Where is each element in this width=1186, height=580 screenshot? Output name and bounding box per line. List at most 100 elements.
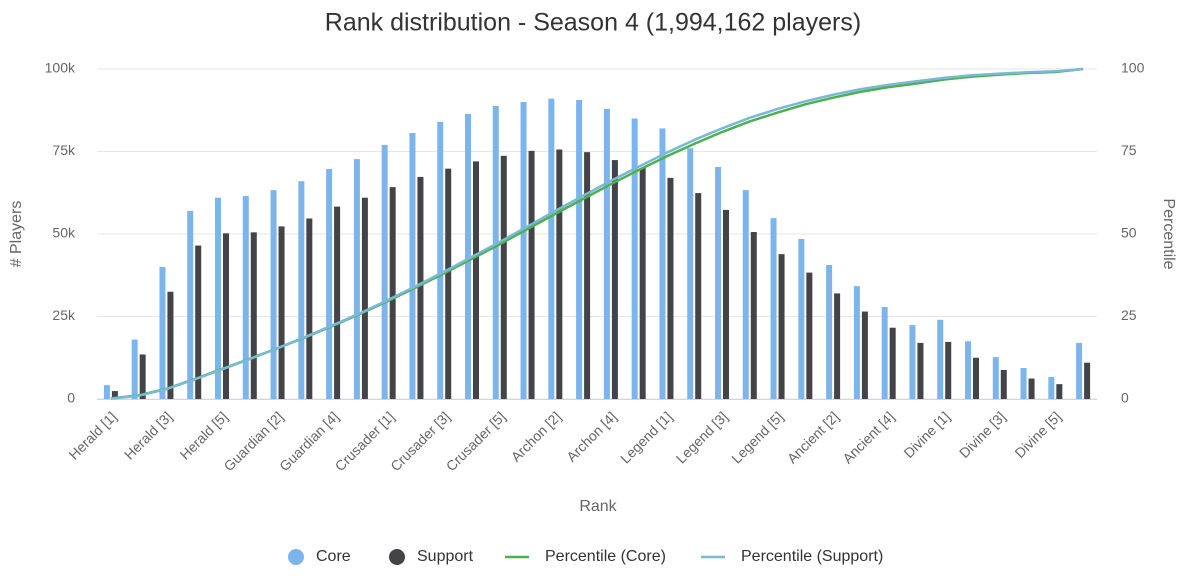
x-tick-label: Archon [2] [508,408,564,464]
bar [973,357,979,399]
x-tick-label: Divine [1] [900,408,953,461]
bar [111,391,118,399]
bar [131,339,138,399]
bar [103,385,110,399]
y-tick-label: 75k [52,142,76,158]
y2-tick-label: 0 [1121,390,1129,406]
x-tick-label: Legend [1] [617,408,675,466]
x-tick-label: Divine [3] [956,408,1009,461]
bar [889,327,896,399]
bar [965,341,971,399]
y2-tick-label: 25 [1121,307,1137,323]
legend-swatch [389,549,405,565]
bar [992,357,999,399]
legend-label: Core [316,548,351,565]
bar [631,118,638,399]
bar [861,311,868,399]
bar [528,150,535,399]
bar [659,128,666,399]
bar [715,167,721,399]
bar [667,177,674,399]
bar [1020,367,1027,399]
bar [437,121,444,400]
x-tick-label: Crusader [5] [443,408,509,474]
bar [695,193,702,399]
bar [548,98,555,399]
x-tick-label: Legend [3] [673,408,731,466]
bar [409,133,416,399]
bar [250,232,257,399]
legend-label: Percentile (Core) [545,548,666,565]
chart-title: Rank distribution - Season 4 (1,994,162 … [325,9,861,37]
line [110,67,1084,400]
bar [361,197,368,399]
bar [909,325,916,399]
bar [353,159,360,399]
y-tick-label: 100k [45,60,76,76]
bar [334,206,341,399]
bar [417,176,424,399]
y-tick-label: 25k [52,307,76,323]
bar [159,267,166,399]
bar [584,152,591,399]
x-tick-label: Divine [5] [1011,408,1064,461]
legend-label: Support [417,548,474,565]
bar [742,190,749,399]
y-tick-label: 50k [52,225,76,241]
bar [853,286,860,399]
bar [520,102,527,399]
bar [381,144,388,399]
bar [215,197,221,399]
bar [1048,376,1055,399]
bar [1076,342,1083,399]
bar [778,254,785,399]
bar [1028,378,1035,399]
x-tick-label: Herald [1] [65,408,119,462]
bar [500,155,507,399]
bar [473,161,479,399]
bar [798,238,805,399]
bar [1084,362,1091,399]
bar [167,291,174,399]
bar [639,168,646,399]
bar [770,218,777,399]
x-tick-label: Legend [5] [728,408,786,466]
x-tick-label: Ancient [4] [839,408,897,466]
bar [492,105,499,400]
y2-axis-title: Percentile [1160,198,1177,269]
bar [389,187,396,399]
bar [603,108,610,400]
legend-label: Percentile (Support) [741,548,883,565]
bar [298,181,305,399]
bar [223,233,229,399]
bar [937,319,944,399]
bar [306,218,313,399]
bar [576,100,583,400]
bar [881,306,888,399]
bar [465,113,471,399]
x-tick-label: Herald [5] [177,408,231,462]
bar [834,293,841,399]
x-tick-label: Archon [4] [563,408,619,464]
bar [917,342,924,399]
y2-tick-label: 75 [1121,142,1137,158]
y-axis-title: # Players [8,201,25,268]
bar [326,168,333,399]
bar [611,160,618,399]
bar [687,148,694,399]
bar [445,168,452,399]
bar [187,210,194,399]
y-tick-label: 0 [67,390,75,406]
bar [723,209,729,399]
bar [556,149,563,399]
bar [1056,384,1063,399]
x-tick-label: Herald [3] [121,408,175,462]
x-tick-label: Ancient [2] [784,408,842,466]
bar [270,190,277,399]
bar [1000,369,1007,399]
y2-tick-label: 100 [1121,60,1145,76]
bar [278,226,285,399]
bar [826,265,833,399]
x-axis-title: Rank [579,498,617,515]
